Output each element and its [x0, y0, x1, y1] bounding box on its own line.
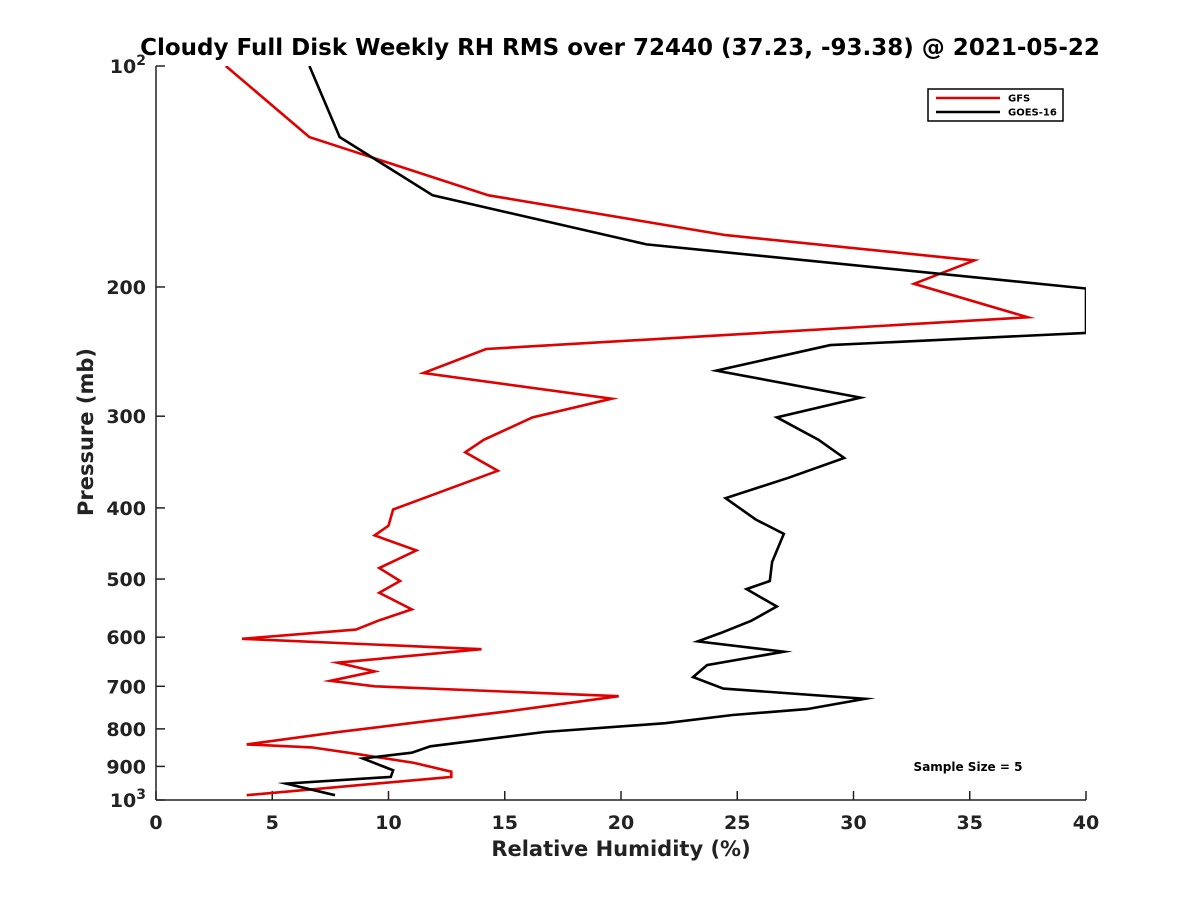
legend-label: GFS — [1008, 94, 1030, 105]
chart-canvas: Cloudy Full Disk Weekly RH RMS over 7244… — [0, 0, 1200, 900]
x-tick-label: 25 — [724, 812, 750, 834]
x-tick-label: 30 — [840, 812, 866, 834]
legend-label: GOES-16 — [1008, 108, 1057, 119]
x-tick-label: 5 — [266, 812, 279, 834]
chart-title: Cloudy Full Disk Weekly RH RMS over 7244… — [140, 35, 1100, 61]
y-axis-label: Pressure (mb) — [74, 348, 98, 516]
x-tick-label: 0 — [149, 812, 162, 834]
y-tick-label: 200 — [106, 277, 146, 299]
x-tick-label: 35 — [957, 812, 983, 834]
y-tick-label: 300 — [106, 406, 146, 428]
y-tick-label: 500 — [106, 569, 146, 591]
sample-size-annotation: Sample Size = 5 — [914, 760, 1023, 774]
x-tick-label: 40 — [1073, 812, 1099, 834]
x-axis-label: Relative Humidity (%) — [491, 837, 750, 861]
x-tick-label: 15 — [492, 812, 518, 834]
y-tick-label: 400 — [106, 498, 146, 520]
y-tick-label: 700 — [106, 676, 146, 698]
y-tick-label: 600 — [106, 627, 146, 649]
legend: GFS GOES-16 — [928, 89, 1063, 121]
y-tick-label: 800 — [106, 719, 146, 741]
x-tick-label: 10 — [375, 812, 401, 834]
x-tick-label: 20 — [608, 812, 634, 834]
y-tick-label: 900 — [106, 756, 146, 778]
